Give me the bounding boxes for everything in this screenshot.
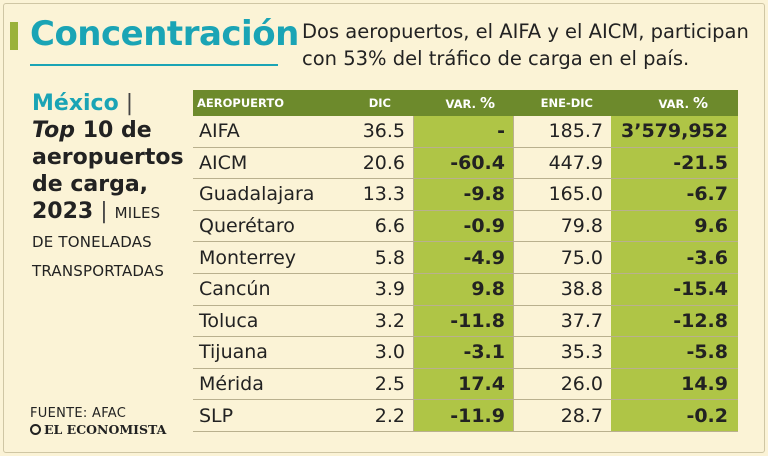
dic-value-cell: 6.6: [374, 215, 405, 238]
enedic-value-cell: 75.0: [513, 242, 611, 273]
enedic-value-cell: 28.7: [513, 400, 611, 431]
headline-rule: [30, 64, 278, 66]
table-row: AICM 20.6 -60.4 447.9 -21.5: [193, 147, 738, 180]
airport-cell: Mérida: [199, 373, 264, 396]
table-row: SLP 2.2 -11.9 28.7 -0.2: [193, 400, 738, 432]
header-var-enedic-pct: %: [692, 94, 708, 112]
airport-cell: Cancún: [199, 278, 271, 301]
var-dic-cell: 17.4: [413, 368, 513, 400]
enedic-value-cell: 38.8: [513, 273, 611, 305]
brand-icon: [30, 424, 41, 435]
airport-cell: Querétaro: [199, 215, 295, 238]
airport-cell: AICM: [199, 151, 248, 174]
enedic-value-cell: 185.7: [513, 116, 611, 147]
dic-value-cell: 3.0: [374, 341, 405, 364]
var-dic-cell: -3.1: [413, 337, 513, 368]
var-enedic-cell: 3’579,952: [611, 116, 738, 147]
enedic-value-cell: 165.0: [513, 179, 611, 210]
enedic-value-cell: 26.0: [513, 368, 611, 400]
table-row: Cancún 3.9 9.8 38.8 -15.4: [193, 273, 738, 306]
header-var-dic: VAR. %: [413, 94, 513, 112]
country-label: México: [32, 91, 119, 116]
top-word: Top: [32, 118, 76, 143]
table-row: Toluca 3.2 -11.8 37.7 -12.8: [193, 305, 738, 338]
var-dic-cell: 9.8: [413, 273, 513, 305]
var-enedic-cell: -15.4: [611, 273, 738, 305]
table-row: Querétaro 6.6 -0.9 79.8 9.6: [193, 210, 738, 243]
var-enedic-cell: 14.9: [611, 368, 738, 400]
chart-title-text: 10 de aeropuertos de carga, 2023: [32, 118, 184, 224]
title-separator: |: [125, 91, 134, 116]
enedic-value-cell: 37.7: [513, 305, 611, 337]
dic-value-cell: 5.8: [374, 246, 405, 269]
header-var-dic-label: VAR.: [445, 97, 476, 111]
airport-cell: Toluca: [199, 309, 259, 332]
var-dic-cell: -11.8: [413, 305, 513, 337]
table-body: AIFA 36.5-185.7 3’579,952 AICM 20.6 -60.4 447.…: [193, 116, 738, 432]
table-row: Tijuana 3.0 -3.1 35.3 -5.8: [193, 337, 738, 369]
airport-cell: Guadalajara: [199, 183, 315, 206]
var-dic-cell: -9.8: [413, 179, 513, 210]
airport-cell: AIFA: [199, 120, 240, 143]
chart-title-block: México | Top 10 de aeropuertos de carga,…: [32, 90, 184, 285]
table-row: AIFA 36.5-185.7 3’579,952: [193, 116, 738, 148]
table-header: AEROPUERTO DIC VAR. % ENE-DIC VAR. %: [193, 90, 738, 116]
header-airport: AEROPUERTO: [197, 96, 284, 110]
airport-cell: Monterrey: [199, 246, 297, 269]
var-enedic-cell: -6.7: [611, 179, 738, 210]
brand-name: EL ECONOMISTA: [44, 422, 167, 437]
units-label: MILES DE TONELADAS TRANSPORTADAS: [32, 204, 165, 280]
table-row: Guadalajara 13.3 -9.8 165.0 -6.7: [193, 179, 738, 211]
var-enedic-cell: -12.8: [611, 305, 738, 337]
var-enedic-cell: -3.6: [611, 242, 738, 273]
brand-logo: EL ECONOMISTA: [30, 422, 166, 437]
headline: Concentración: [30, 14, 299, 54]
airport-cell: SLP: [199, 404, 234, 427]
var-enedic-cell: -0.2: [611, 400, 738, 431]
var-dic-cell: -4.9: [413, 242, 513, 273]
airport-cell: Tijuana: [199, 341, 268, 364]
dic-value-cell: 13.3: [362, 183, 405, 206]
source-label: FUENTE: AFAC: [30, 406, 127, 421]
table-row: Mérida 2.5 17.4 26.0 14.9: [193, 368, 738, 401]
var-enedic-cell: -21.5: [611, 147, 738, 179]
var-dic-cell: -: [413, 116, 513, 147]
dic-value-cell: 36.5: [362, 120, 405, 143]
var-dic-cell: -60.4: [413, 147, 513, 179]
header-var-dic-pct: %: [479, 94, 495, 112]
dic-value-cell: 2.5: [374, 373, 405, 396]
header-dic: DIC: [368, 96, 391, 110]
var-enedic-cell: 9.6: [611, 210, 738, 242]
title-accent-bar: [10, 22, 18, 50]
var-dic-cell: -11.9: [413, 400, 513, 431]
enedic-value-cell: 35.3: [513, 337, 611, 368]
header-var-enedic-label: VAR.: [658, 97, 689, 111]
dic-value-cell: 20.6: [362, 151, 405, 174]
dic-value-cell: 3.2: [374, 309, 405, 332]
table-row: Monterrey 5.8 -4.9 75.0 -3.6: [193, 242, 738, 274]
var-enedic-cell: -5.8: [611, 337, 738, 368]
units-separator: |: [100, 199, 108, 224]
var-dic-cell: -0.9: [413, 210, 513, 242]
subtitle: Dos aeropuertos, el AIFA y el AICM, part…: [302, 20, 749, 70]
dic-value-cell: 3.9: [374, 278, 405, 301]
enedic-value-cell: 79.8: [513, 210, 611, 242]
enedic-value-cell: 447.9: [513, 147, 611, 179]
header-enedic: ENE-DIC: [540, 96, 593, 110]
header-var-enedic: VAR. %: [611, 94, 738, 112]
data-table: AEROPUERTO DIC VAR. % ENE-DIC VAR. % AIF…: [193, 90, 738, 432]
infographic-frame: [3, 3, 765, 453]
dic-value-cell: 2.2: [374, 404, 405, 427]
